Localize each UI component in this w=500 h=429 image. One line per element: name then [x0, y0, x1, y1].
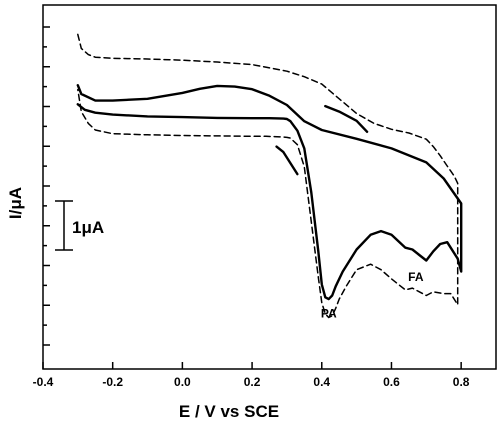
x-tick-label-1: -0.2 [102, 375, 123, 389]
y-axis-title: I/μA [6, 187, 25, 219]
x-axis-title: E / V vs SCE [179, 402, 279, 421]
annotation-fa: FA [408, 270, 424, 284]
x-tick-label-3: 0.2 [244, 375, 261, 389]
annotation-pa: PA [321, 307, 337, 321]
series-line-0 [76, 84, 463, 301]
series-line-2 [275, 145, 299, 176]
y-axis-ticks [43, 26, 50, 346]
x-axis-ticks: -0.4 -0.2 0.0 0.2 0.4 0.6 0.8 [33, 362, 470, 389]
plot-frame [42, 4, 497, 370]
series-layer [76, 33, 463, 319]
series-line-1 [77, 33, 459, 319]
x-tick-label-2: 0.0 [174, 375, 191, 389]
scale-bar: 1μA [55, 200, 104, 251]
series-line-3 [324, 104, 369, 133]
scale-bar-label: 1μA [72, 218, 104, 237]
x-tick-label-6: 0.8 [453, 375, 470, 389]
x-tick-label-5: 0.6 [383, 375, 400, 389]
annotations: PA FA [321, 270, 424, 321]
x-tick-label-4: 0.4 [313, 375, 330, 389]
x-tick-label-0: -0.4 [33, 375, 54, 389]
